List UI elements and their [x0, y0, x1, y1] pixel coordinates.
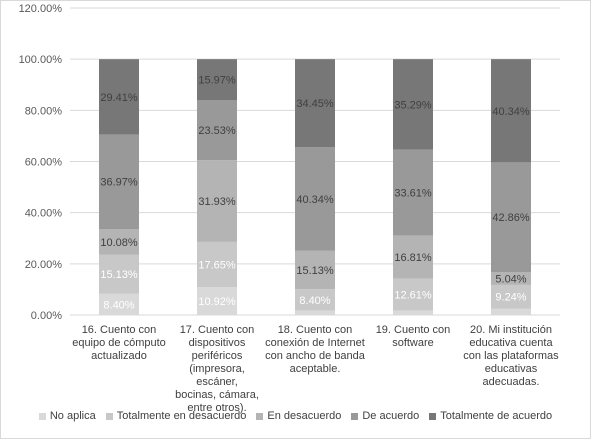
data-label: 40.34%: [296, 194, 334, 206]
x-category-label-line: 20. Mi institución: [470, 324, 552, 336]
data-label: 5.04%: [495, 273, 526, 285]
x-category-label-line: 19. Cuento con: [375, 324, 451, 336]
bar-segment: [393, 59, 433, 150]
bar-segment: [295, 147, 335, 251]
data-label: 23.53%: [198, 125, 236, 137]
data-label: 8.40%: [299, 295, 330, 307]
bar-segment: [197, 59, 237, 101]
legend-entry: Totalmente de acuerdo: [429, 410, 552, 422]
x-category-label-line: con las plataformas: [463, 350, 559, 362]
y-tick-label: 0.00%: [31, 310, 62, 322]
data-label: 17.65%: [198, 259, 236, 271]
legend-entry: De acuerdo: [351, 410, 419, 422]
data-label: 9.24%: [495, 292, 526, 304]
y-tick-label: 100.00%: [19, 54, 63, 66]
bar-segment: [99, 254, 139, 294]
legend-label: En desacuerdo: [267, 410, 342, 422]
x-category-label-line: equipo de cómputo: [72, 337, 166, 349]
bar-segment: [197, 241, 237, 288]
legend-label: De acuerdo: [362, 410, 420, 422]
data-label: 15.97%: [198, 75, 236, 87]
data-label: 35.29%: [394, 99, 432, 111]
x-category-label-line: dispositivos: [188, 337, 246, 349]
bar-segment: [491, 162, 531, 273]
bar-segment: [295, 59, 335, 148]
y-tick-label: 20.00%: [25, 259, 63, 271]
bar-segment: [491, 308, 531, 315]
y-tick-label: 60.00%: [25, 157, 63, 169]
legend-label: Totalmente en desacuerdo: [116, 410, 247, 422]
data-label: 40.34%: [492, 106, 530, 118]
x-category-label: 17. Cuento con dispositivos periféricos (im…: [167, 324, 267, 415]
bar-segment: [99, 293, 139, 315]
bar-segment: [295, 250, 335, 290]
bar-segment: [491, 59, 531, 163]
data-label: 15.13%: [100, 269, 138, 281]
x-category-label-line: software: [392, 337, 434, 349]
data-label: 8.40%: [103, 299, 134, 311]
data-label: 36.97%: [100, 177, 138, 189]
bar-segment: [197, 287, 237, 315]
y-tick-label: 120.00%: [19, 3, 63, 15]
data-label: 42.86%: [492, 212, 530, 224]
data-label: 31.93%: [198, 196, 236, 208]
x-category-label-line: educativa cuenta: [469, 337, 553, 349]
legend-entry: Totalmente en desacuerdo: [105, 410, 247, 422]
legend-swatch: [256, 412, 264, 420]
x-category-label-line: bocinas, cámara,: [175, 389, 259, 401]
y-tick-label: 80.00%: [25, 105, 63, 117]
legend-entry: En desacuerdo: [256, 410, 341, 422]
data-label: 10.08%: [100, 237, 138, 249]
bar-segment: [197, 100, 237, 161]
legend-swatch: [429, 412, 437, 420]
legend-swatch: [105, 412, 113, 420]
data-label: 34.45%: [296, 98, 334, 110]
legend-swatch: [38, 412, 46, 420]
data-label: 10.92%: [198, 296, 236, 308]
x-category-label-line: (impresora, escáner,: [189, 363, 245, 388]
data-label: 12.61%: [394, 290, 432, 302]
legend: No aplica Totalmente en desacuerdo En desa…: [0, 410, 591, 422]
x-category-label: 16. Cuento con equipo de cómputo actualiza…: [69, 324, 169, 363]
x-category-label-line: educativas: [484, 363, 538, 375]
x-category-label-line: entre otros).: [187, 402, 247, 414]
x-category-label-line: 18. Cuento con: [277, 324, 353, 336]
x-category-label-line: adecuadas.: [482, 376, 540, 388]
x-category-label-line: 16. Cuento con: [81, 324, 157, 336]
bar-segment: [99, 229, 139, 255]
legend-label: No aplica: [49, 410, 96, 422]
bar-segment: [99, 59, 139, 135]
legend-swatch: [351, 412, 359, 420]
bar-segment: [393, 278, 433, 311]
bar-segment: [295, 289, 335, 311]
y-tick-label: 40.00%: [25, 208, 63, 220]
bar-segment: [197, 160, 237, 242]
x-category-label-line: periféricos: [191, 350, 243, 362]
data-label: 33.61%: [394, 187, 432, 199]
legend-entry: No aplica: [38, 410, 96, 422]
bar-segment: [295, 310, 335, 315]
bar-segment: [491, 284, 531, 309]
data-label: 15.13%: [296, 265, 334, 277]
bar-segment: [393, 149, 433, 236]
legend-label: Totalmente de acuerdo: [440, 410, 553, 422]
data-label: 29.41%: [100, 92, 138, 104]
bar-segment: [393, 310, 433, 315]
x-category-label-line: 17. Cuento con: [179, 324, 255, 336]
x-category-label-line: con ancho de banda: [265, 350, 365, 362]
bar-segment: [491, 272, 531, 285]
bar-segment: [393, 235, 433, 279]
x-category-label: 18. Cuento con conexión de Internet con an…: [265, 324, 365, 376]
x-category-label: 19. Cuento con software: [363, 324, 463, 350]
x-category-label-line: actualizado: [91, 350, 147, 362]
x-category-label-line: aceptable.: [289, 363, 341, 375]
data-label: 16.81%: [394, 252, 432, 264]
x-category-label: 20. Mi institución educativa cuenta con la…: [461, 324, 561, 389]
x-category-label-line: conexión de Internet: [265, 337, 365, 349]
bar-segment: [99, 134, 139, 230]
